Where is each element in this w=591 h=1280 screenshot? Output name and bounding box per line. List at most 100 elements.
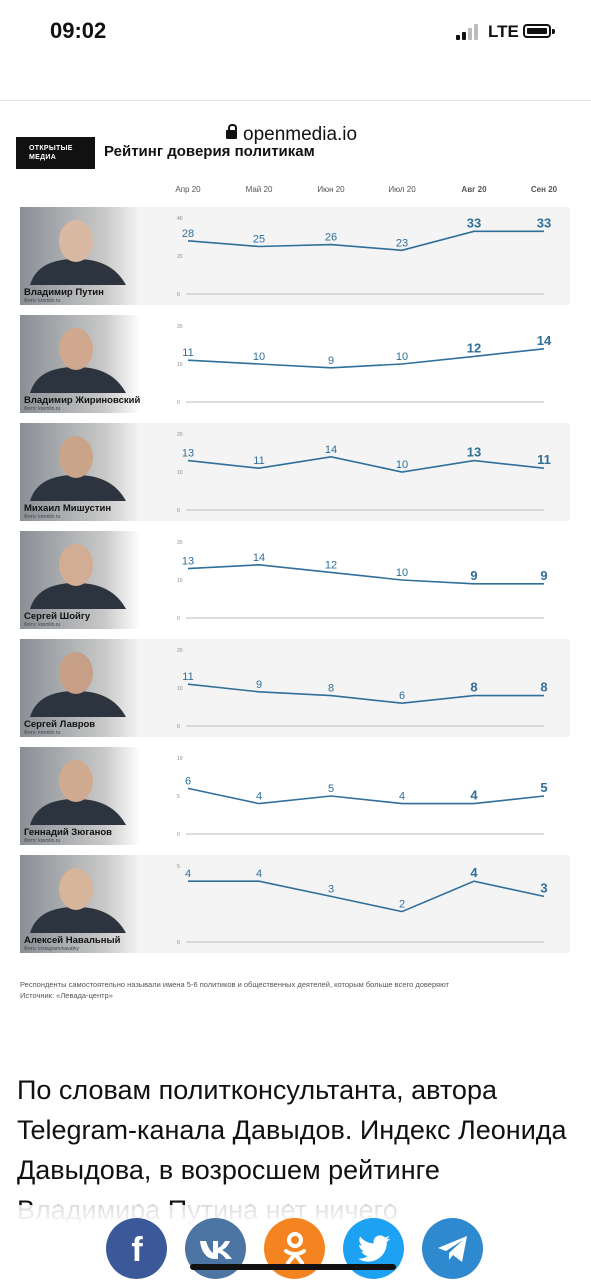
- politician-name: Сергей Лавров: [24, 719, 95, 730]
- portrait-photo: [20, 207, 140, 305]
- month-label: Апр 20: [175, 185, 201, 194]
- month-label: Сен 20: [531, 185, 558, 194]
- photo-credit: Фото: kremlin.ru: [24, 838, 60, 844]
- data-label: 4: [256, 868, 262, 880]
- portrait-shoulders: [30, 475, 126, 501]
- url-text[interactable]: openmedia.io: [243, 124, 358, 145]
- month-label: Май 20: [246, 185, 273, 194]
- data-label: 13: [182, 556, 194, 568]
- portrait-photo: [20, 423, 140, 521]
- data-label: 26: [325, 232, 337, 244]
- portrait-face: [59, 868, 93, 910]
- portrait-shoulders: [30, 799, 126, 825]
- politician-name: Владимир Путин: [24, 287, 104, 298]
- portrait-photo: [20, 747, 140, 845]
- y-tick-label: 40: [177, 216, 183, 222]
- y-tick-label: 0: [177, 508, 180, 514]
- month-label: Июн 20: [317, 185, 345, 194]
- politician-name: Михаил Мишустин: [24, 503, 111, 514]
- politician-name: Владимир Жириновский: [24, 395, 140, 406]
- photo-credit: Фото: instagram/navalny: [24, 946, 79, 952]
- y-tick-label: 10: [177, 470, 183, 476]
- portrait-shoulders: [30, 367, 126, 393]
- data-label: 13: [182, 448, 194, 460]
- trust-rating-chart: Апр 20 Май 20 Июн 20 Июл 20 Авг 20 Сен 20 Влад…: [20, 185, 570, 953]
- month-label: Авг 20: [461, 185, 487, 194]
- photo-credit: Фото: kremlin.ru: [24, 514, 60, 520]
- data-label: 9: [256, 679, 262, 691]
- portrait-face: [59, 544, 93, 586]
- logo-line2: МЕДИА: [29, 154, 57, 161]
- facebook-icon: f: [131, 1232, 143, 1266]
- portrait-face: [59, 760, 93, 802]
- data-label: 11: [182, 347, 193, 359]
- data-label: 14: [537, 333, 552, 348]
- data-label: 33: [537, 215, 551, 230]
- portrait-photo: [20, 639, 140, 737]
- portrait-photo: [20, 315, 140, 413]
- battery-tip: [552, 29, 555, 34]
- portrait-shoulders: [30, 583, 126, 609]
- series-line: [187, 348, 545, 369]
- svg-text:f: f: [131, 1232, 143, 1266]
- portrait-shoulders: [30, 691, 126, 717]
- data-label: 6: [185, 775, 191, 787]
- portrait-shoulders: [30, 907, 126, 933]
- y-tick-label: 10: [177, 686, 183, 692]
- data-label: 23: [396, 237, 408, 249]
- data-label: 4: [470, 865, 478, 880]
- portrait-face: [59, 220, 93, 262]
- telegram-icon: [437, 1235, 467, 1262]
- data-label: 8: [470, 680, 477, 695]
- vk-icon: [199, 1240, 232, 1259]
- chart-source: Источник: «Левада-центр»: [20, 991, 113, 1000]
- data-label: 4: [399, 791, 405, 803]
- y-tick-label: 5: [177, 794, 180, 800]
- y-tick-label: 0: [177, 616, 180, 622]
- y-tick-label: 0: [177, 292, 180, 298]
- data-label: 4: [185, 868, 191, 880]
- series-line: [187, 787, 545, 805]
- y-tick-label: 20: [177, 324, 183, 330]
- y-tick-label: 0: [177, 400, 180, 406]
- address-bar[interactable]: openmedia.io: [0, 60, 591, 145]
- politician-name: Геннадий Зюганов: [24, 827, 112, 838]
- data-label: 8: [540, 680, 547, 695]
- status-time: 09:02: [50, 18, 107, 43]
- odnoklassniki-icon: [283, 1231, 306, 1265]
- open-media-logo: ОТКРЫТЫЕ МЕДИА: [16, 137, 95, 169]
- facebook-share-button[interactable]: f: [106, 1218, 167, 1279]
- portrait-photo: [20, 855, 140, 953]
- politician-name: Сергей Шойгу: [24, 611, 91, 622]
- chart-note: Респонденты самостоятельно называли имен…: [20, 979, 449, 1001]
- data-label: 9: [328, 355, 334, 367]
- data-label: 3: [328, 883, 334, 895]
- data-label: 12: [467, 340, 481, 355]
- y-tick-label: 10: [177, 578, 183, 584]
- portrait-shoulders: [30, 259, 126, 285]
- telegram-share-button[interactable]: [422, 1218, 483, 1279]
- data-label: 5: [328, 783, 334, 795]
- trust-rating-figure: ОТКРЫТЫЕ МЕДИА Рейтинг доверия политикам…: [16, 130, 570, 1010]
- network-label: LTE: [488, 22, 519, 41]
- data-label: 13: [467, 445, 481, 460]
- data-label: 2: [399, 899, 405, 911]
- data-label: 14: [253, 552, 265, 564]
- data-label: 5: [540, 780, 547, 795]
- y-tick-label: 20: [177, 432, 183, 438]
- photo-credit: Фото: kremlin.ru: [24, 406, 60, 412]
- y-tick-label: 20: [177, 254, 183, 260]
- y-tick-label: 0: [177, 724, 180, 730]
- data-label: 9: [540, 568, 547, 583]
- data-label: 11: [537, 452, 551, 467]
- y-tick-label: 0: [177, 940, 180, 946]
- portrait-photo: [20, 531, 140, 629]
- data-label: 4: [470, 788, 478, 803]
- data-label: 10: [253, 351, 265, 363]
- data-label: 6: [399, 690, 405, 702]
- portrait-face: [59, 436, 93, 478]
- series-line: [188, 880, 545, 913]
- y-tick-label: 5: [177, 864, 180, 870]
- series-line: [187, 563, 544, 585]
- battery-icon: [523, 24, 551, 38]
